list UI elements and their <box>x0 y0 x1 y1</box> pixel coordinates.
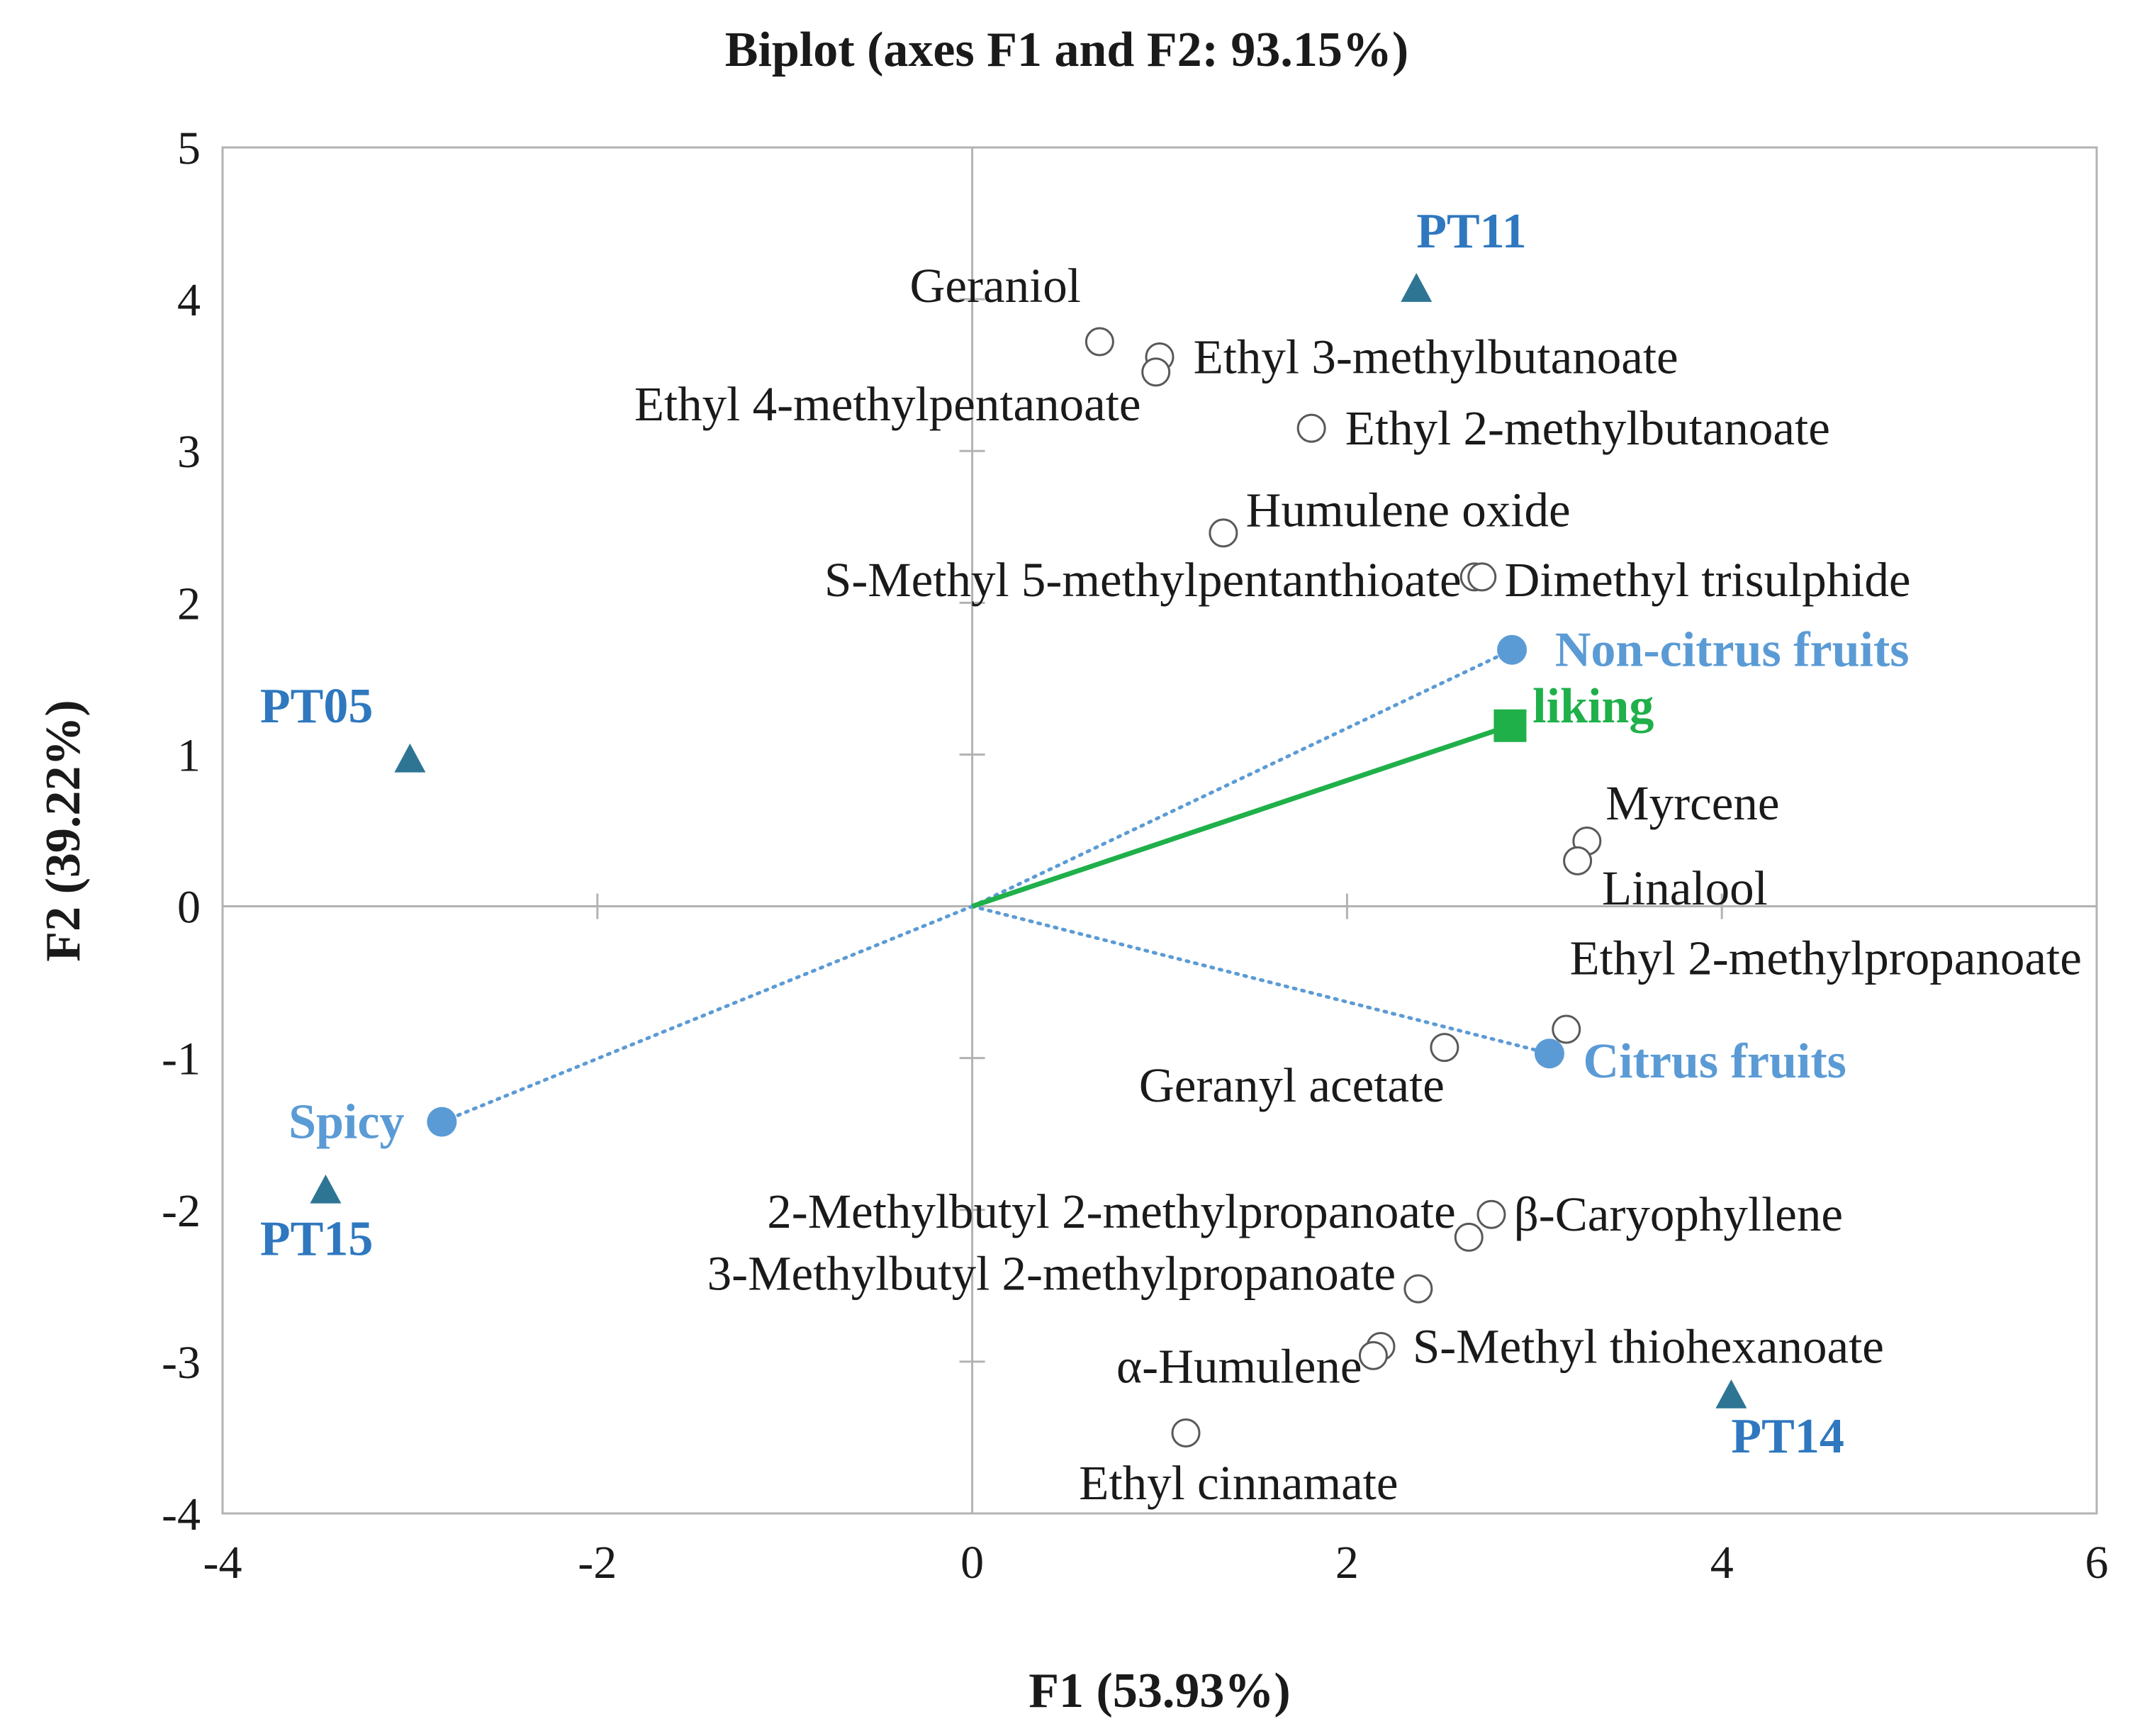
label-s-methyl-5-methylpentanthioate: S-Methyl 5-methylpentanthioate <box>824 553 1462 607</box>
point-pt05 <box>394 743 426 773</box>
label-humulene-oxide: Humulene oxide <box>1246 483 1571 537</box>
y-tick-label: -4 <box>162 1489 201 1540</box>
y-tick-label: 5 <box>177 123 201 174</box>
point-ethyl-cinnamate <box>1171 1418 1201 1448</box>
y-axis-title: F2 (39.22%) <box>36 700 91 961</box>
label-s-methyl-thiohexanoate: S-Methyl thiohexanoate <box>1413 1319 1884 1373</box>
point-geranyl-acetate <box>1430 1033 1459 1063</box>
x-axis-title: F1 (53.93%) <box>1028 1664 1290 1718</box>
plot-area <box>221 146 2098 1515</box>
label-citrus-fruits: Citrus fruits <box>1584 1034 1846 1089</box>
label-3-methylbutyl-2-methylpropanoate: 3-Methylbutyl 2-methylpropanoate <box>707 1247 1396 1301</box>
point-citrus-fruits <box>1534 1038 1564 1069</box>
label-caryophyllene: β-Caryophyllene <box>1514 1187 1843 1241</box>
x-tick-label: -4 <box>203 1537 242 1589</box>
x-tick-label: 2 <box>1335 1537 1359 1589</box>
label-ethyl-3-methylbutanoate: Ethyl 3-methylbutanoate <box>1194 330 1678 383</box>
y-tick-label: 1 <box>177 729 201 781</box>
label-geranyl-acetate: Geranyl acetate <box>1139 1058 1445 1112</box>
vector-citrus-fruits <box>970 905 1552 1055</box>
label-spicy: Spicy <box>288 1095 404 1150</box>
label-pt15: PT15 <box>260 1211 373 1266</box>
point-spicy <box>427 1107 457 1137</box>
label-non-citrus-fruits: Non-citrus fruits <box>1555 623 1910 678</box>
y-tick-label: -2 <box>162 1185 201 1237</box>
point-humulene-oxide <box>1209 518 1238 548</box>
x-tick-label: 4 <box>1710 1537 1734 1589</box>
point-geraniol <box>1084 327 1114 357</box>
label-liking: liking <box>1532 679 1654 734</box>
point-pt15 <box>310 1174 342 1204</box>
label-pt05: PT05 <box>260 679 373 734</box>
y-tick-label: 2 <box>177 578 201 629</box>
y-tick-label: 4 <box>177 274 201 326</box>
y-tick-label: 0 <box>177 882 201 934</box>
vector-spicy <box>439 905 975 1124</box>
point-liking <box>1493 709 1527 742</box>
label-ethyl-cinnamate: Ethyl cinnamate <box>1079 1456 1398 1510</box>
point-humulene <box>1358 1340 1388 1370</box>
x-tick-label: 6 <box>2085 1537 2109 1589</box>
point-linalool <box>1563 846 1593 875</box>
point-ethyl-2-methylpropanoate <box>1552 1014 1581 1044</box>
point-2-methylbutyl-2-methylpropanoate <box>1454 1222 1484 1252</box>
vector-non-citrus-fruits <box>970 648 1514 909</box>
vector-layer <box>439 648 1552 1124</box>
label-linalool: Linalool <box>1602 861 1768 915</box>
point-ethyl-2-methylbutanoate <box>1296 413 1326 443</box>
label-layer: Geraniol Ethyl 3-methylbutanoate Ethyl 4-m… <box>260 204 2082 1510</box>
point-pt14 <box>1715 1379 1747 1409</box>
label-2-methylbutyl-2-methylpropanoate: 2-Methylbutyl 2-methylpropanoate <box>767 1185 1456 1238</box>
point-dimethyl-trisulphide <box>1467 562 1497 592</box>
y-tick-label: -1 <box>162 1034 201 1085</box>
label-ethyl-2-methylbutanoate: Ethyl 2-methylbutanoate <box>1345 401 1830 455</box>
label-ethyl-4-methylpentanoate: Ethyl 4-methylpentanoate <box>634 377 1141 431</box>
label-geraniol: Geraniol <box>910 259 1081 313</box>
marker-layer <box>310 273 1747 1448</box>
x-tick-label: -2 <box>578 1537 617 1589</box>
point-caryophyllene <box>1476 1199 1506 1229</box>
label-humulene: α-Humulene <box>1116 1339 1362 1393</box>
point-3-methylbutyl-2-methylpropanoate <box>1403 1274 1433 1304</box>
label-pt11: PT11 <box>1416 204 1527 259</box>
y-tick-label: 3 <box>177 426 201 478</box>
vector-liking <box>971 723 1511 909</box>
point-ethyl-4-methylpentanoate <box>1141 357 1171 387</box>
point-non-citrus-fruits <box>1497 634 1528 665</box>
chart-title: Biplot (axes F1 and F2: 93.15%) <box>725 23 1408 77</box>
point-pt11 <box>1401 273 1433 302</box>
label-myrcene: Myrcene <box>1605 776 1779 830</box>
label-dimethyl-trisulphide: Dimethyl trisulphide <box>1504 553 1910 607</box>
label-pt14: PT14 <box>1731 1409 1844 1464</box>
label-ethyl-2-methylpropanoate: Ethyl 2-methylpropanoate <box>1569 931 2081 985</box>
x-tick-label: 0 <box>960 1537 984 1589</box>
y-tick-label: -3 <box>162 1337 201 1389</box>
